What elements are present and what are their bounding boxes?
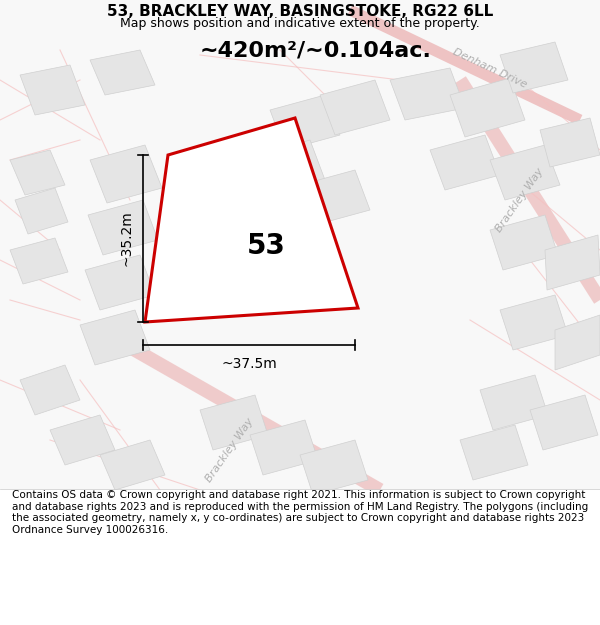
Polygon shape: [20, 65, 85, 115]
Text: 53: 53: [247, 232, 286, 260]
Polygon shape: [460, 425, 528, 480]
Polygon shape: [490, 215, 558, 270]
Polygon shape: [430, 135, 500, 190]
Polygon shape: [320, 80, 390, 135]
Text: Denham Drive: Denham Drive: [451, 46, 529, 89]
Polygon shape: [500, 295, 568, 350]
Polygon shape: [90, 145, 162, 203]
Polygon shape: [480, 375, 548, 430]
Text: Contains OS data © Crown copyright and database right 2021. This information is : Contains OS data © Crown copyright and d…: [12, 490, 588, 535]
Polygon shape: [15, 188, 68, 234]
Polygon shape: [500, 42, 568, 93]
Polygon shape: [200, 395, 268, 450]
Polygon shape: [20, 365, 80, 415]
Polygon shape: [230, 190, 300, 245]
Text: Map shows position and indicative extent of the property.: Map shows position and indicative extent…: [120, 18, 480, 31]
Polygon shape: [450, 78, 525, 137]
Polygon shape: [300, 440, 368, 495]
Text: ~37.5m: ~37.5m: [221, 357, 277, 371]
Text: 53, BRACKLEY WAY, BASINGSTOKE, RG22 6LL: 53, BRACKLEY WAY, BASINGSTOKE, RG22 6LL: [107, 4, 493, 19]
Polygon shape: [90, 50, 155, 95]
Polygon shape: [250, 420, 318, 475]
Polygon shape: [100, 440, 165, 490]
Polygon shape: [270, 95, 340, 150]
Polygon shape: [10, 238, 68, 284]
Polygon shape: [88, 200, 158, 255]
Polygon shape: [80, 310, 150, 365]
Text: ~420m²/~0.104ac.: ~420m²/~0.104ac.: [200, 40, 432, 60]
Polygon shape: [540, 118, 600, 167]
Polygon shape: [390, 68, 465, 120]
Polygon shape: [490, 145, 560, 200]
Text: Brackley Way: Brackley Way: [204, 416, 256, 484]
Polygon shape: [10, 150, 65, 195]
Polygon shape: [545, 235, 600, 290]
Polygon shape: [555, 315, 600, 370]
Text: ~35.2m: ~35.2m: [119, 211, 133, 266]
Polygon shape: [85, 255, 155, 310]
Polygon shape: [255, 140, 325, 195]
Polygon shape: [50, 415, 115, 465]
Polygon shape: [300, 170, 370, 225]
Text: Brackley Way: Brackley Way: [494, 166, 546, 234]
Polygon shape: [145, 118, 358, 322]
Polygon shape: [530, 395, 598, 450]
